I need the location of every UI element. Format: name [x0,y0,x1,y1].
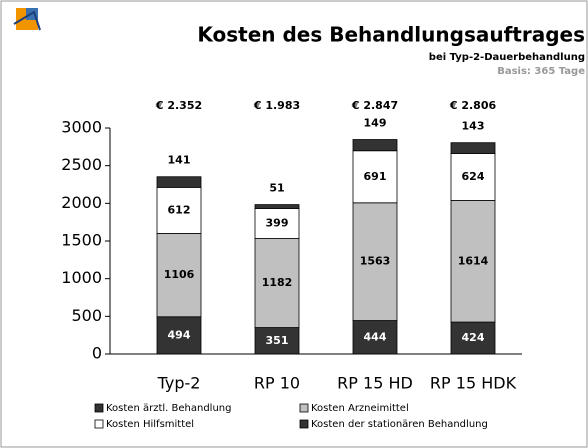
data-label: 1106 [164,268,195,281]
data-label: 51 [269,182,284,195]
data-label: 399 [266,216,289,229]
bar-segment [352,320,398,355]
y-tick-label: 1000 [61,268,102,287]
data-label: 424 [462,331,485,344]
total-label: € 2.352 [155,99,202,112]
y-tick-label: 2000 [61,193,102,212]
data-label: 691 [364,170,387,183]
x-tick-label: Typ-2 [157,374,201,393]
data-label: 1614 [458,254,489,267]
data-label: 494 [168,328,191,341]
chart-subtitle: bei Typ-2-Dauerbehandlung [429,52,585,63]
data-label: 351 [266,334,289,347]
bar-segment [156,233,202,318]
bar-segment [156,186,202,234]
y-tick-label: 500 [71,306,102,325]
x-tick-label: RP 10 [254,374,300,393]
data-label: 612 [168,203,191,216]
total-label: € 2.847 [351,99,398,112]
legend-label: Kosten ärztl. Behandlung [106,403,232,414]
legend-swatch [299,403,309,413]
chart-note: Basis: 365 Tage [497,66,585,77]
bar-segment [352,202,398,321]
bar-segment [156,176,202,188]
data-label: 1563 [360,255,391,268]
y-tick-label: 2500 [61,155,102,174]
data-label: 624 [462,170,485,183]
legend-label: Kosten der stationären Behandlung [311,419,488,430]
bar-segment [450,142,496,154]
data-label: 1182 [262,276,293,289]
data-label: 143 [462,120,485,133]
data-label: 149 [364,117,387,130]
logo [13,8,41,31]
total-label: € 1.983 [253,99,300,112]
y-tick-label: 3000 [61,118,102,137]
bar-segment [254,204,300,209]
y-tick-label: 0 [92,344,102,363]
data-label: 444 [364,330,387,343]
legend-swatch [299,419,309,429]
total-label: € 2.806 [449,99,497,112]
x-tick-label: RP 15 HD [337,374,413,393]
bar-segment [254,208,300,239]
data-label: 141 [168,154,191,167]
bar-segment [450,321,496,355]
bar-segment [156,316,202,355]
legend-swatch [94,403,104,413]
bar-segment [352,139,398,152]
chart-title: Kosten des Behandlungsauftrages [197,23,585,47]
bar-segment [352,150,398,204]
legend-label: Kosten Hilfsmittel [106,419,194,430]
y-tick-label: 1500 [61,231,102,250]
x-tick-label: RP 15 HDK [430,374,517,393]
bar-segment [450,200,496,323]
legend-swatch [94,419,104,429]
legend-label: Kosten Arzneimittel [311,403,409,414]
